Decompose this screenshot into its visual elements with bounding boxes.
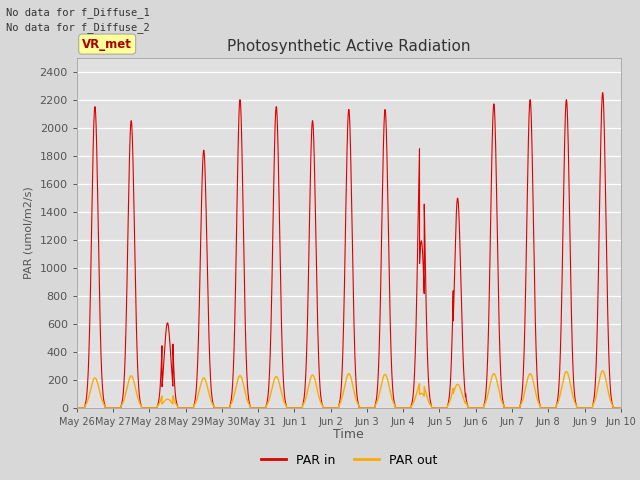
Y-axis label: PAR (umol/m2/s): PAR (umol/m2/s) bbox=[24, 186, 34, 279]
Legend: PAR in, PAR out: PAR in, PAR out bbox=[255, 449, 442, 472]
Text: VR_met: VR_met bbox=[82, 37, 132, 50]
Text: No data for f_Diffuse_1: No data for f_Diffuse_1 bbox=[6, 7, 150, 18]
X-axis label: Time: Time bbox=[333, 429, 364, 442]
Title: Photosynthetic Active Radiation: Photosynthetic Active Radiation bbox=[227, 39, 470, 54]
Text: No data for f_Diffuse_2: No data for f_Diffuse_2 bbox=[6, 22, 150, 33]
